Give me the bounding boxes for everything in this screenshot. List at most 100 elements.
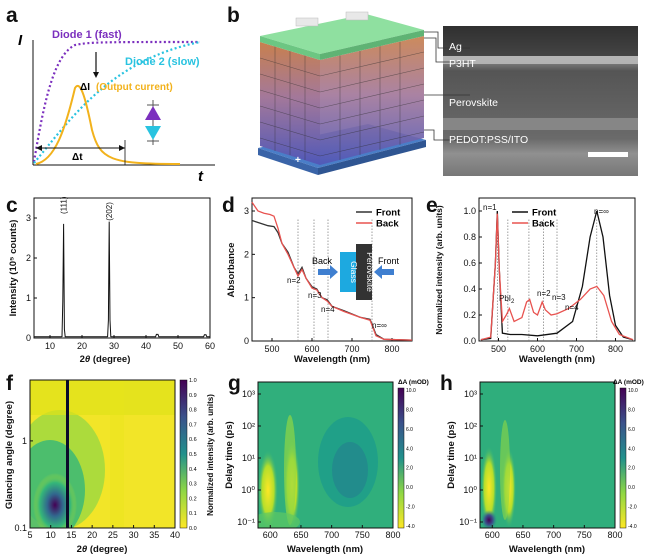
panel-a-label: a	[6, 4, 18, 27]
panel-f-colorbar	[179, 379, 188, 529]
y-tick-label: 0.2	[463, 310, 476, 320]
panel-d-ylabel: Absorbance	[226, 243, 237, 298]
scale-bar	[588, 152, 628, 157]
e-label-n4: n=4	[565, 303, 579, 312]
d-label-n3: n=3	[308, 291, 322, 300]
series-line-front	[251, 219, 413, 341]
cbar-tick-label: 4.0	[628, 446, 635, 452]
cbar-tick-label: 0.6	[189, 437, 197, 443]
cbar-tick-label: -2.0	[406, 505, 415, 511]
plus-sign: +	[295, 155, 301, 166]
axis-t-label: t	[198, 168, 204, 185]
panel-f-label: f	[6, 372, 14, 395]
cbar-tick-label: 0.0	[189, 526, 197, 532]
inset-perovskite-label: Perovskite	[365, 252, 375, 292]
y-tick-label: 10⁻¹	[459, 517, 477, 527]
cbar-tick-label: 6.0	[406, 427, 413, 433]
x-tick-label: 500	[491, 344, 506, 354]
delta-i-arrowhead	[93, 72, 99, 78]
y-tick-label: 2	[26, 253, 31, 263]
series-line-front	[480, 210, 634, 341]
peak-label-202: (202)	[105, 202, 114, 221]
layer-label-perovskite: Perovskite	[449, 97, 498, 109]
e-label-n3: n=3	[552, 293, 566, 302]
y-tick-label: 10³	[464, 389, 477, 399]
x-tick-label: 60	[205, 341, 215, 351]
layer-leader-lines	[424, 31, 470, 141]
panel-f-frame	[29, 379, 176, 529]
delta-t-arrow-left	[36, 145, 42, 151]
panel-e: e 500 600 700 800 0.0 0.2 0.4 0.6 0.8 1.0 FrontBa…	[426, 194, 636, 365]
x-tick-label: 700	[324, 530, 339, 540]
cbar-tick-label: 0.0	[628, 485, 635, 491]
inset-glass-label: Glass	[349, 261, 359, 283]
panel-f-cbar-label: Normalized intensity (arb. units)	[206, 394, 215, 516]
x-tick-label: 35	[149, 530, 159, 540]
x-tick-label: 800	[608, 344, 623, 354]
legend-label-front: Front	[376, 208, 401, 219]
legend-label-front: Front	[532, 208, 557, 219]
x-tick-label: 600	[263, 530, 278, 540]
diode-symbol-icon	[145, 100, 161, 145]
cbar-tick-label: 0.3	[189, 482, 197, 488]
x-tick-label: 40	[141, 341, 151, 351]
p3ht-layer	[260, 14, 424, 54]
cbar-tick-label: 2.0	[406, 466, 413, 472]
cbar-tick-label: 1.0	[189, 378, 197, 384]
x-tick-label: 650	[515, 530, 530, 540]
x-tick-label: 600	[304, 344, 319, 354]
y-tick-label: 2	[244, 249, 249, 259]
panel-c-ticks: 10 20 30 40 50 60 0 1 2 3	[26, 213, 215, 351]
cbar-tick-label: 0.8	[189, 408, 197, 414]
cbar-tick-label: -4.0	[406, 524, 415, 530]
panel-f-colorbar-ticks: 0.0 0.1 0.2 0.3 0.4 0.5 0.6 0.7 0.8 0.9 1.0	[189, 378, 197, 532]
cbar-tick-label: 0.7	[189, 422, 197, 428]
delta-t-arrow-right	[119, 145, 125, 151]
panel-f-ticks: 5 10 15 20 25 30 35 40 0.1 1	[14, 436, 180, 540]
x-tick-label: 600	[485, 530, 500, 540]
output-current-curve	[35, 85, 181, 165]
xrd-pattern-line	[34, 221, 210, 338]
inset-geometry: Glass Perovskite Back Front	[312, 244, 400, 300]
ag-electrode-1	[295, 17, 319, 27]
diode2-label: Diode 2 (slow)	[125, 56, 200, 68]
x-tick-label: 700	[344, 344, 359, 354]
y-tick-label: 1	[22, 436, 27, 446]
y-tick-label: 3	[26, 213, 31, 223]
panel-f-xlabel: 2θ (degree)	[77, 544, 128, 554]
panel-f: f 5 10 15 20 25 30 35 40 0.1 1 0.0 0.1 0.2 0.3 0.4 0.5…	[4, 372, 215, 554]
legend-label-back: Back	[532, 219, 555, 230]
panel-g-frame	[257, 381, 394, 529]
panel-g-colorbar	[397, 387, 405, 529]
panel-h-ticks: 600 650 700 750 800 10⁻¹ 10⁰ 10¹ 10² 10³	[459, 389, 622, 540]
x-tick-label: 750	[577, 530, 592, 540]
cbar-tick-label: 4.0	[406, 446, 413, 452]
axis-i-label: I	[18, 32, 23, 49]
cbar-tick-label: 2.0	[628, 466, 635, 472]
peak-label-111: (111)	[59, 196, 68, 214]
y-tick-label: 1	[244, 293, 249, 303]
panel-d-label: d	[222, 194, 235, 217]
x-tick-label: 700	[569, 344, 584, 354]
y-tick-label: 0.1	[14, 523, 27, 533]
panel-b: b +	[227, 4, 638, 176]
y-tick-label: 0	[26, 333, 31, 343]
panel-h-xlabel: Wavelength (nm)	[509, 544, 585, 554]
layer-label-pedot: PEDOT:PSS/ITO	[449, 134, 528, 146]
front-arrow-icon	[374, 265, 394, 279]
panel-d-lines	[251, 201, 413, 341]
y-tick-label: 1.0	[463, 206, 476, 216]
y-tick-label: 3	[244, 206, 249, 216]
x-tick-label: 15	[66, 530, 76, 540]
heatmap-stripe	[66, 380, 69, 528]
x-tick-label: 5	[27, 530, 32, 540]
panel-g: g 600 650 700 750 800 10⁻¹ 10⁰ 10¹ 10² 10³ 10.0 8.…	[224, 372, 429, 554]
y-tick-label: 10²	[242, 421, 255, 431]
panel-f-heatmap	[30, 380, 175, 528]
panel-e-ticks: 500 600 700 800 0.0 0.2 0.4 0.6 0.8 1.0	[463, 206, 623, 354]
panel-c-ylabel: Intensity (10⁵ counts)	[8, 220, 19, 317]
